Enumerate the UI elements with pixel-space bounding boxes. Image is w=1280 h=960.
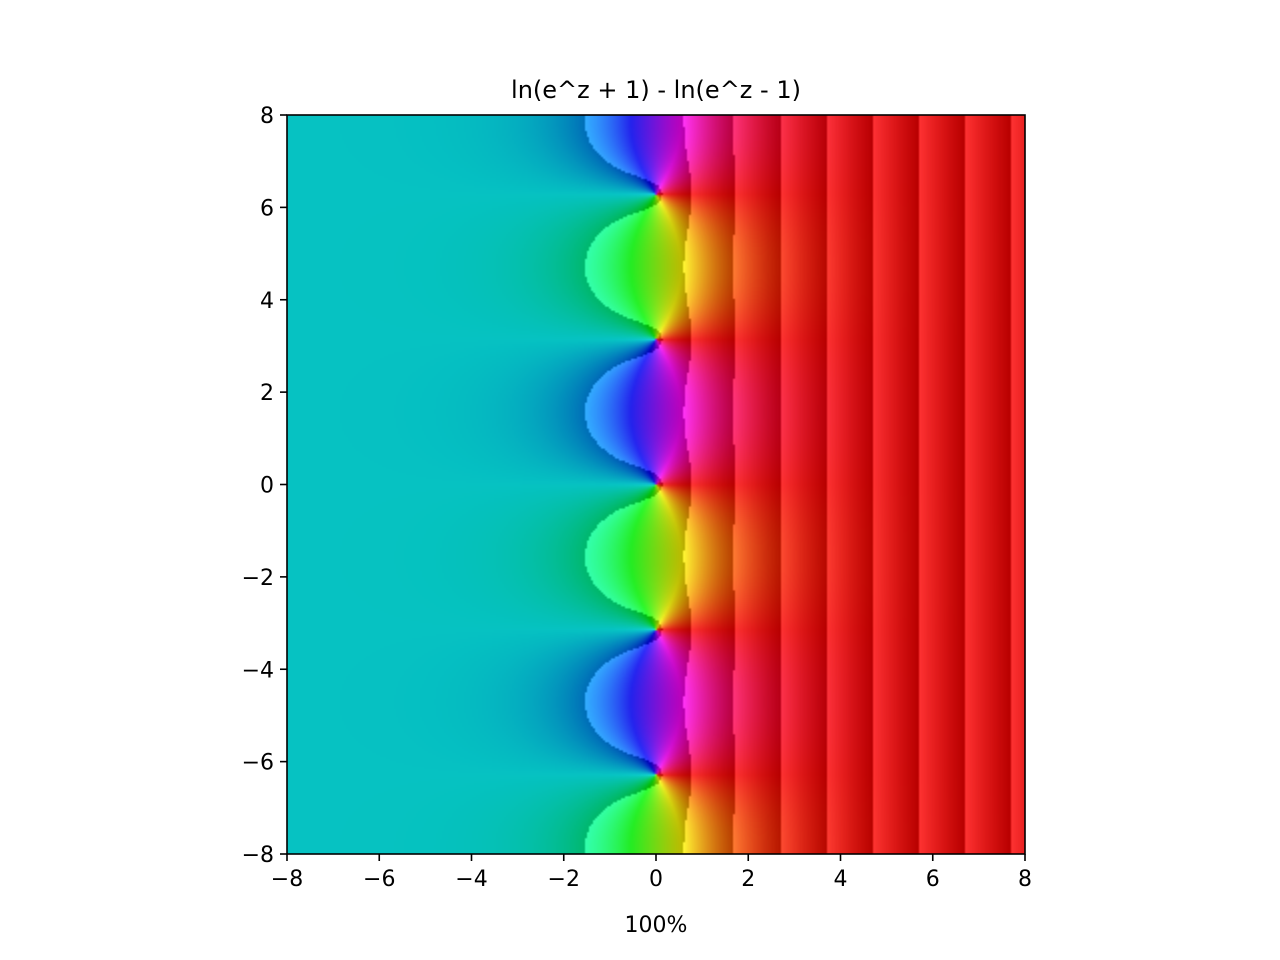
x-axis-label: 100% bbox=[625, 913, 688, 938]
y-tick-label: 4 bbox=[260, 289, 274, 314]
x-tick-label: 6 bbox=[926, 867, 940, 892]
y-tick-label: 0 bbox=[260, 474, 274, 499]
x-tick-label: −6 bbox=[363, 867, 395, 892]
y-tick-label: −4 bbox=[242, 658, 274, 683]
y-tick-label: −6 bbox=[242, 751, 274, 776]
chart-title: ln(e^z + 1) - ln(e^z - 1) bbox=[511, 76, 801, 104]
y-tick-label: −2 bbox=[242, 566, 274, 591]
y-tick-label: −8 bbox=[242, 843, 274, 868]
x-tick-label: −8 bbox=[271, 867, 303, 892]
y-tick-label: 2 bbox=[260, 381, 274, 406]
x-tick-label: 4 bbox=[834, 867, 848, 892]
x-axis: −8 −6 −4 −2 0 2 4 6 8 bbox=[271, 854, 1032, 892]
x-tick-label: 2 bbox=[741, 867, 755, 892]
x-tick-label: −4 bbox=[455, 867, 487, 892]
x-tick-label: 0 bbox=[649, 867, 663, 892]
x-tick-label: −2 bbox=[548, 867, 580, 892]
domain-coloring-plot bbox=[287, 115, 1025, 854]
plot-image-holder bbox=[287, 115, 1025, 854]
y-tick-label: 6 bbox=[260, 196, 274, 221]
y-axis: −8 −6 −4 −2 0 2 4 6 8 bbox=[242, 104, 287, 868]
y-tick-label: 8 bbox=[260, 104, 274, 129]
x-tick-label: 8 bbox=[1018, 867, 1032, 892]
